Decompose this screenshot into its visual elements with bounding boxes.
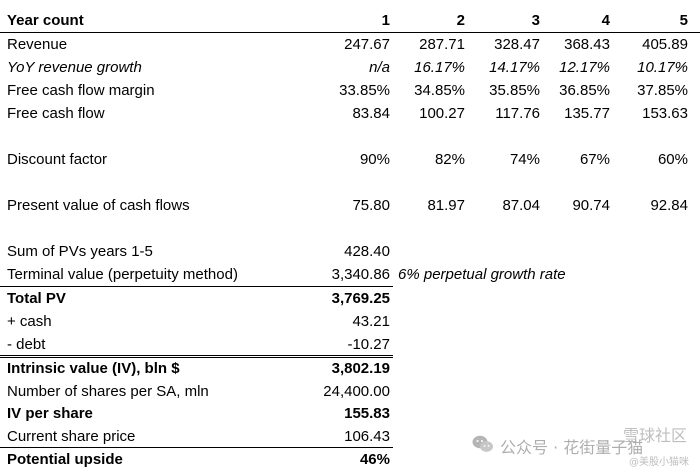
watermark: 雪球社区 公众号 · 花街量子猫 @美股小猫咪 <box>470 420 695 468</box>
intrinsic-row: Intrinsic value (IV), bln $ 3,802.19 <box>0 357 700 380</box>
terminal-value: 3,340.86 <box>331 266 390 283</box>
fcf-margin-y3: 35.85% <box>489 82 540 99</box>
pv-y5: 92.84 <box>650 197 688 214</box>
discount-y5: 60% <box>657 151 688 168</box>
fcf-margin-y4: 36.85% <box>559 82 610 99</box>
cash-value: 43.21 <box>352 313 390 330</box>
sum-pv-row: Sum of PVs years 1-5 428.40 <box>0 240 700 263</box>
discount-row: Discount factor 90% 82% 74% 67% 60% <box>0 148 700 171</box>
terminal-note: 6% perpetual growth rate <box>398 266 566 283</box>
yoy-label: YoY revenue growth <box>7 59 142 76</box>
fcf-margin-y1: 33.85% <box>339 82 390 99</box>
header-divider <box>0 32 700 33</box>
shares-value: 24,400.00 <box>323 383 390 400</box>
yoy-y4: 12.17% <box>559 59 610 76</box>
fcf-y4: 135.77 <box>564 105 610 122</box>
total-pv-row: Total PV 3,769.25 <box>0 287 700 310</box>
year-5: 5 <box>679 12 688 29</box>
yoy-y3: 14.17% <box>489 59 540 76</box>
header-row: Year count 1 2 3 4 5 <box>0 9 700 32</box>
year-1: 1 <box>381 12 390 29</box>
header-label: Year count <box>7 12 84 29</box>
upside-divider <box>0 447 393 448</box>
revenue-y5: 405.89 <box>642 36 688 53</box>
pv-y3: 87.04 <box>502 197 540 214</box>
discount-y2: 82% <box>434 151 465 168</box>
fcf-y3: 117.76 <box>495 105 540 122</box>
terminal-label: Terminal value (perpetuity method) <box>7 266 238 283</box>
fcf-label: Free cash flow <box>7 105 105 122</box>
fcf-row: Free cash flow 83.84 100.27 117.76 135.7… <box>0 102 700 125</box>
sum-pv-label: Sum of PVs years 1-5 <box>7 243 153 260</box>
watermark-sub-text: @美股小猫咪 <box>629 457 689 468</box>
price-label: Current share price <box>7 428 136 445</box>
yoy-row: YoY revenue growth n/a 16.17% 14.17% 12.… <box>0 56 700 79</box>
upside-row: Potential upside 46% <box>0 448 700 471</box>
debt-value: -10.27 <box>347 336 390 353</box>
yoy-y1: n/a <box>369 59 390 76</box>
year-2: 2 <box>456 12 465 29</box>
iv-share-value: 155.83 <box>344 405 390 422</box>
fcf-margin-label: Free cash flow margin <box>7 82 155 99</box>
debt-label: - debt <box>7 336 46 353</box>
pv-y1: 75.80 <box>352 197 390 214</box>
wechat-icon <box>472 435 493 452</box>
watermark-top-text: 雪球社区 <box>622 426 687 445</box>
yoy-y2: 16.17% <box>414 59 465 76</box>
sum-pv-value: 428.40 <box>344 243 390 260</box>
year-4: 4 <box>601 12 610 29</box>
debt-row: - debt -10.27 <box>0 333 700 356</box>
discount-y3: 74% <box>509 151 540 168</box>
shares-label: Number of shares per SA, mln <box>7 383 209 400</box>
price-row: Current share price 106.43 <box>0 425 700 448</box>
pv-label: Present value of cash flows <box>7 197 190 214</box>
revenue-y3: 328.47 <box>494 36 540 53</box>
discount-y4: 67% <box>579 151 610 168</box>
terminal-row: Terminal value (perpetuity method) 3,340… <box>0 263 700 286</box>
iv-share-label: IV per share <box>7 405 93 422</box>
upside-label: Potential upside <box>7 451 123 468</box>
upside-value: 46% <box>359 451 390 468</box>
fcf-y5: 153.63 <box>642 105 688 122</box>
total-pv-label: Total PV <box>7 290 66 307</box>
price-value: 106.43 <box>344 428 390 445</box>
cash-label: + cash <box>7 313 52 330</box>
fcf-margin-row: Free cash flow margin 33.85% 34.85% 35.8… <box>0 79 700 102</box>
revenue-y1: 247.67 <box>344 36 390 53</box>
fcf-margin-y2: 34.85% <box>414 82 465 99</box>
discount-label: Discount factor <box>7 151 108 168</box>
revenue-row: Revenue 247.67 287.71 328.47 368.43 405.… <box>0 33 700 56</box>
yoy-y5: 10.17% <box>637 59 688 76</box>
pv-y2: 81.97 <box>427 197 465 214</box>
intrinsic-value: 3,802.19 <box>331 360 390 377</box>
year-3: 3 <box>531 12 540 29</box>
pv-y4: 90.74 <box>572 197 610 214</box>
fcf-margin-y5: 37.85% <box>637 82 688 99</box>
total-pv-divider <box>0 286 393 287</box>
discount-y1: 90% <box>359 151 390 168</box>
watermark-main-text: 公众号 · 花街量子猫 <box>500 438 644 457</box>
fcf-y1: 83.84 <box>352 105 390 122</box>
revenue-label: Revenue <box>7 36 68 53</box>
revenue-y2: 287.71 <box>419 36 465 53</box>
intrinsic-divider-2 <box>0 357 393 358</box>
shares-row: Number of shares per SA, mln 24,400.00 <box>0 380 700 403</box>
fcf-y2: 100.27 <box>419 105 465 122</box>
revenue-y4: 368.43 <box>564 36 610 53</box>
intrinsic-divider-1 <box>0 355 393 356</box>
iv-share-row: IV per share 155.83 <box>0 402 700 425</box>
cash-row: + cash 43.21 <box>0 310 700 333</box>
pv-row: Present value of cash flows 75.80 81.97 … <box>0 194 700 217</box>
intrinsic-label: Intrinsic value (IV), bln $ <box>7 360 180 377</box>
total-pv-value: 3,769.25 <box>331 290 390 307</box>
